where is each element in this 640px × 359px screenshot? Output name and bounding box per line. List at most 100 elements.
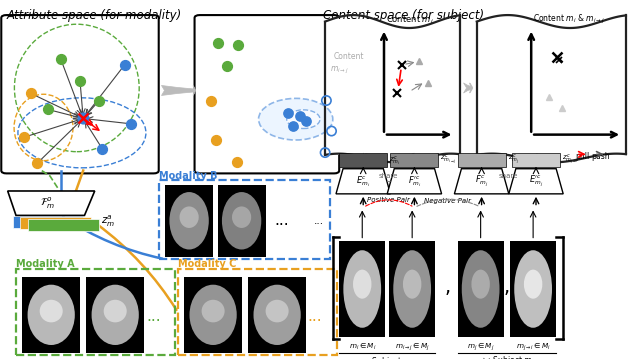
Ellipse shape — [92, 285, 139, 345]
Text: x: Subject $m_i$: x: Subject $m_i$ — [362, 355, 413, 359]
Text: $z^c_{m_{j\to i}}$: $z^c_{m_{j\to i}}$ — [562, 153, 579, 167]
Text: $z^c_{m_{i\to j}}$: $z^c_{m_{i\to j}}$ — [440, 153, 457, 167]
Text: $\triangle$: Subject $m_j$: $\triangle$: Subject $m_j$ — [479, 355, 534, 359]
Polygon shape — [28, 219, 99, 230]
Point — [283, 110, 293, 116]
Text: $F^c_{m_j}$: $F^c_{m_j}$ — [475, 173, 488, 189]
Point — [233, 42, 243, 48]
Bar — [339, 153, 387, 167]
Point — [320, 150, 330, 155]
Text: $m_i \in M_i$: $m_i \in M_i$ — [349, 342, 376, 352]
Text: ...: ... — [147, 309, 161, 324]
Text: push: push — [591, 152, 610, 161]
Ellipse shape — [179, 206, 198, 228]
Point — [78, 116, 88, 121]
Text: $z^c_{m_j}$: $z^c_{m_j}$ — [508, 153, 519, 167]
Bar — [165, 185, 213, 257]
Text: $m_{j \to i} \in M_i$: $m_{j \to i} \in M_i$ — [516, 342, 550, 353]
Ellipse shape — [104, 300, 127, 322]
Text: Negative Pair: Negative Pair — [424, 197, 472, 204]
Text: Positive Pair: Positive Pair — [367, 197, 410, 204]
Ellipse shape — [28, 285, 75, 345]
Point — [206, 98, 216, 103]
Text: $F^{\prime c}_{m_i}$: $F^{\prime c}_{m_i}$ — [408, 174, 421, 188]
Ellipse shape — [524, 270, 542, 299]
Text: Content $m_i$: Content $m_i$ — [386, 14, 434, 26]
Bar — [458, 153, 506, 167]
Point — [222, 64, 232, 69]
Ellipse shape — [202, 300, 225, 322]
Text: ...: ... — [308, 309, 322, 324]
FancyBboxPatch shape — [1, 15, 159, 173]
Point — [43, 107, 53, 112]
Text: $z_m^a$: $z_m^a$ — [101, 214, 115, 229]
Text: Attribute space (for modality): Attribute space (for modality) — [6, 9, 182, 22]
Text: share: share — [499, 173, 518, 180]
Bar — [390, 153, 438, 167]
Point — [211, 137, 221, 143]
Polygon shape — [387, 169, 442, 194]
Text: ,: , — [445, 278, 451, 297]
Text: Modality B: Modality B — [159, 171, 217, 181]
Circle shape — [287, 110, 320, 129]
Point — [294, 113, 305, 118]
Text: ,: , — [504, 278, 510, 297]
Point — [126, 121, 136, 127]
Text: $\mathcal{F}_m^o$: $\mathcal{F}_m^o$ — [40, 195, 56, 210]
Text: $m_j \in M_j$: $m_j \in M_j$ — [467, 342, 494, 353]
Ellipse shape — [40, 300, 63, 322]
Point — [97, 146, 108, 152]
Point — [288, 123, 298, 129]
Ellipse shape — [403, 270, 421, 299]
Text: Content $m_i$ & $m_{i \to j}$: Content $m_i$ & $m_{i \to j}$ — [533, 13, 605, 26]
Bar — [389, 241, 435, 337]
Ellipse shape — [170, 192, 209, 250]
Text: $m_{i \to j} \in M_j$: $m_{i \to j} \in M_j$ — [395, 342, 429, 353]
Point — [212, 40, 223, 46]
Polygon shape — [509, 169, 563, 194]
Ellipse shape — [266, 300, 289, 322]
Polygon shape — [454, 169, 509, 194]
Bar — [458, 241, 504, 337]
Text: $m_{i \to j}$: $m_{i \to j}$ — [330, 65, 349, 76]
Point — [19, 134, 29, 140]
Circle shape — [259, 98, 333, 140]
FancyBboxPatch shape — [195, 15, 339, 173]
Text: Modality C: Modality C — [178, 260, 236, 270]
Point — [232, 159, 242, 164]
Ellipse shape — [222, 192, 261, 250]
Bar — [339, 241, 385, 337]
Polygon shape — [13, 216, 83, 228]
Point — [94, 98, 104, 103]
Ellipse shape — [353, 270, 371, 299]
Text: Content: Content — [334, 52, 365, 61]
Text: share: share — [379, 173, 399, 180]
Ellipse shape — [253, 285, 301, 345]
Polygon shape — [20, 218, 91, 229]
Bar — [184, 277, 242, 353]
Bar — [248, 277, 306, 353]
Point — [301, 118, 311, 124]
Text: ...: ... — [314, 216, 324, 226]
Point — [75, 78, 85, 84]
Bar — [22, 277, 80, 353]
Bar — [512, 153, 560, 167]
Text: ...: ... — [275, 213, 289, 228]
Point — [56, 56, 66, 62]
Ellipse shape — [472, 270, 490, 299]
Text: $z^c_{m_i}$: $z^c_{m_i}$ — [389, 154, 401, 167]
Ellipse shape — [461, 250, 500, 328]
Polygon shape — [336, 169, 390, 194]
Bar — [86, 277, 144, 353]
Point — [26, 90, 36, 96]
Text: Content space (for subject): Content space (for subject) — [323, 9, 484, 22]
Point — [120, 62, 130, 67]
Polygon shape — [8, 191, 95, 215]
Text: Modality A: Modality A — [16, 260, 75, 270]
Text: $E^{\prime c}_{m_j}$: $E^{\prime c}_{m_j}$ — [529, 173, 543, 189]
Ellipse shape — [393, 250, 431, 328]
Ellipse shape — [232, 206, 252, 228]
Bar — [510, 241, 556, 337]
Ellipse shape — [514, 250, 552, 328]
Text: $E^c_{m_i}$: $E^c_{m_i}$ — [356, 174, 371, 188]
